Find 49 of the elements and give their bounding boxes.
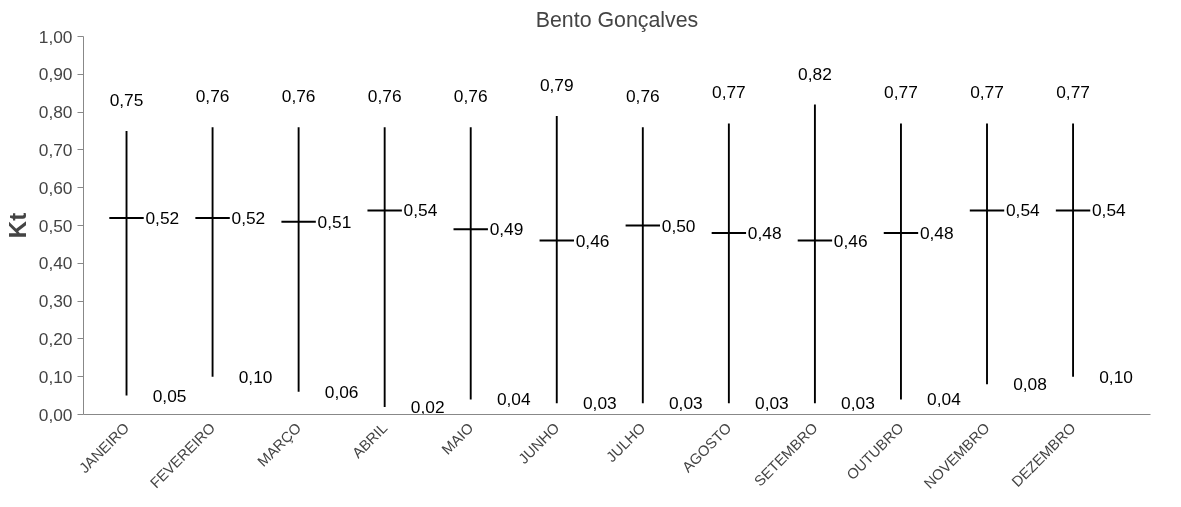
annotation: 0,77 <box>884 82 918 103</box>
annotation: 0,54 <box>403 200 438 221</box>
y-tick-label: 0,90 <box>38 64 73 85</box>
y-tick-label: 0,80 <box>38 102 73 123</box>
annotation: 0,76 <box>195 86 230 107</box>
annotation: 0,04 <box>927 389 962 410</box>
y-tick-label: 0,60 <box>38 177 73 198</box>
annotation: 0,76 <box>281 86 316 107</box>
y-tick-label: 0,70 <box>38 139 73 160</box>
y-axis-title: Kt <box>3 212 31 239</box>
annotation: 0,48 <box>747 223 782 244</box>
annotation: 0,76 <box>453 86 488 107</box>
annotation: 0,08 <box>1013 374 1047 395</box>
annotation: 0,54 <box>1005 200 1041 221</box>
annotation: 0,04 <box>496 389 531 410</box>
annotation: 0,48 <box>919 223 954 244</box>
annotation: 0,03 <box>582 393 617 414</box>
annotation: 0,76 <box>367 86 402 107</box>
y-tick-label: 0,00 <box>38 404 73 425</box>
annotation: 0,49 <box>489 219 524 240</box>
annotation: 0,05 <box>152 385 187 406</box>
annotation: 0,77 <box>970 82 1004 103</box>
y-tick-label: 1,00 <box>38 26 73 47</box>
annotation: 0,03 <box>668 393 703 414</box>
annotation: 0,52 <box>145 207 180 228</box>
annotation: 0,76 <box>625 86 660 107</box>
annotation: 0,10 <box>1099 366 1133 387</box>
annotation: 0,10 <box>238 366 273 387</box>
annotation: 0,51 <box>317 211 352 232</box>
y-tick-label: 0,20 <box>38 328 73 349</box>
annotation: 0,03 <box>755 393 789 414</box>
annotation: 0,77 <box>712 82 746 103</box>
annotation: 0,46 <box>833 230 868 251</box>
annotation: 0,50 <box>661 215 696 236</box>
annotation: 0,03 <box>841 393 875 414</box>
annotation: 0,54 <box>1091 200 1127 221</box>
annotation: 0,77 <box>1056 82 1090 103</box>
y-tick-label: 0,50 <box>38 215 73 236</box>
annotation: 0,79 <box>539 74 574 95</box>
y-tick-label: 0,10 <box>38 366 73 387</box>
annotation: 0,02 <box>410 396 445 417</box>
chart-title: Bento Gonçalves <box>535 7 699 32</box>
annotation: 0,06 <box>324 381 359 402</box>
y-tick-label: 0,40 <box>38 253 73 274</box>
annotation: 0,82 <box>798 63 832 84</box>
annotation: 0,75 <box>109 90 144 110</box>
y-tick-label: 0,30 <box>38 291 73 312</box>
annotation: 0,46 <box>575 230 610 251</box>
annotation: 0,52 <box>231 207 266 228</box>
